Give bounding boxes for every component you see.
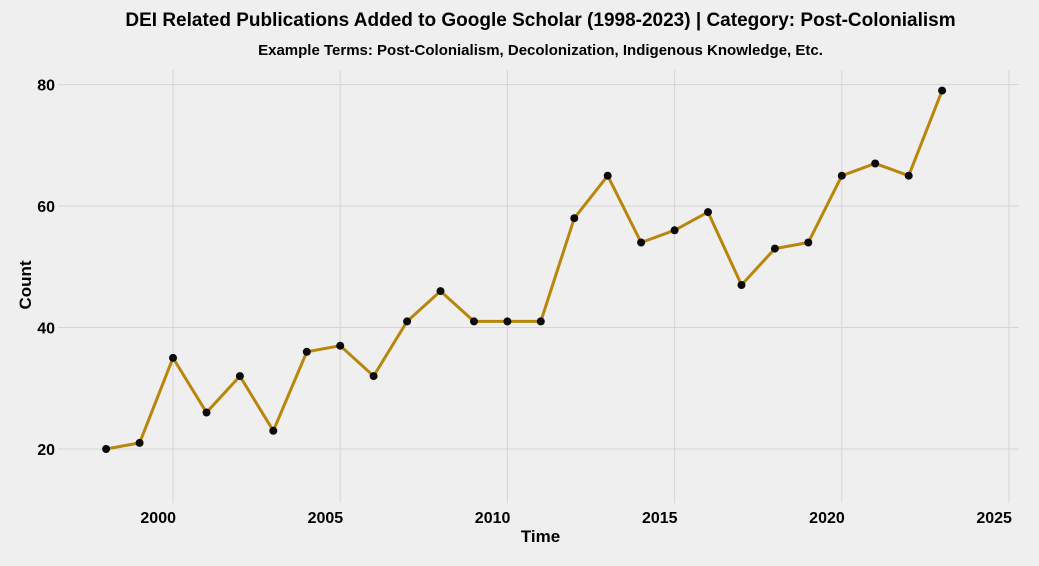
chart-title: DEI Related Publications Added to Google…: [125, 10, 956, 31]
data-point: [503, 317, 512, 326]
data-line: [105, 90, 944, 451]
data-point: [269, 426, 278, 435]
data-point: [169, 353, 177, 362]
data-point: [470, 317, 478, 326]
x-tick-label: 2015: [642, 510, 678, 527]
x-tick-label: 2025: [976, 510, 1012, 527]
data-point: [202, 408, 211, 417]
data-point: [302, 347, 311, 356]
data-point: [570, 214, 579, 223]
data-point: [536, 317, 545, 326]
data-point: [403, 317, 412, 326]
y-tick-label: 60: [37, 199, 55, 216]
data-point: [336, 341, 345, 350]
data-point: [102, 445, 111, 453]
data-point: [837, 171, 846, 180]
data-point: [235, 372, 244, 381]
data-point: [770, 244, 779, 253]
y-tick-label: 20: [37, 442, 55, 459]
data-point: [704, 208, 712, 217]
data-point: [737, 281, 746, 289]
data-point: [904, 171, 913, 180]
y-tick-label: 80: [37, 78, 55, 95]
data-point: [369, 372, 378, 381]
data-point: [871, 159, 880, 168]
x-tick-label: 2000: [140, 510, 176, 527]
chart-subtitle: Example Terms: Post-Colonialism, Decolon…: [258, 42, 823, 59]
data-point: [637, 238, 646, 247]
x-tick-label: 2020: [809, 510, 845, 527]
x-tick-label: 2005: [308, 510, 344, 527]
data-point: [670, 226, 679, 235]
x-tick-label: 2010: [475, 510, 511, 527]
data-point: [436, 287, 445, 296]
x-axis-title: Time: [520, 527, 561, 546]
data-point: [804, 238, 813, 247]
y-axis-title: Count: [16, 260, 35, 310]
data-point: [603, 171, 612, 180]
data-point: [135, 438, 144, 447]
data-point: [938, 86, 947, 95]
y-tick-label: 40: [37, 321, 55, 338]
